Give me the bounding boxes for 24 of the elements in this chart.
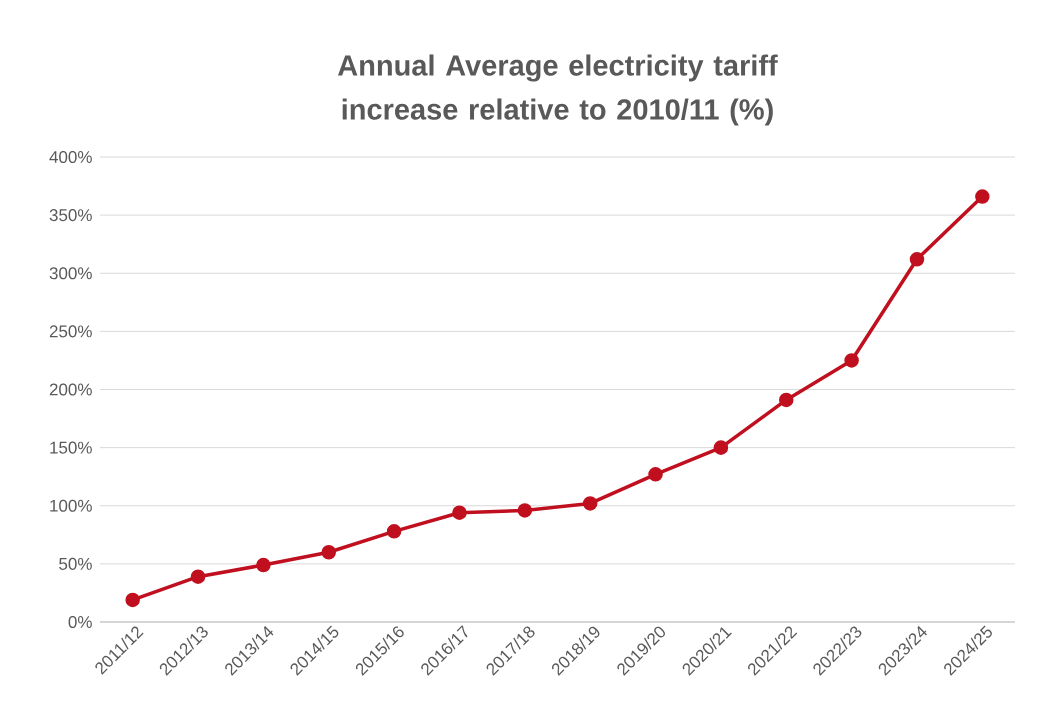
y-tick-label: 50%	[59, 557, 92, 570]
y-tick-label: 250%	[49, 325, 92, 338]
point	[386, 524, 402, 539]
point	[648, 467, 663, 482]
chart-title: Annual Average electricity tariff increase relative to 2010/11 (%)	[337, 54, 778, 126]
point	[452, 505, 467, 520]
point	[321, 545, 336, 560]
y-tick-label: 0%	[68, 615, 92, 629]
point	[256, 557, 271, 573]
y-tick-label: 150%	[50, 441, 92, 454]
y-tick-label: 100%	[50, 499, 92, 512]
point	[779, 392, 794, 408]
point	[582, 496, 598, 511]
y-tick-label: 350%	[49, 209, 92, 222]
point	[125, 592, 140, 608]
point	[909, 252, 925, 267]
point	[713, 440, 729, 455]
y-tick-label: 400%	[49, 150, 92, 164]
point	[975, 189, 990, 204]
point	[844, 353, 859, 368]
y-tick-label: 300%	[49, 267, 92, 280]
point	[517, 503, 533, 518]
y-tick-label: 200%	[49, 383, 92, 396]
point	[190, 569, 206, 584]
